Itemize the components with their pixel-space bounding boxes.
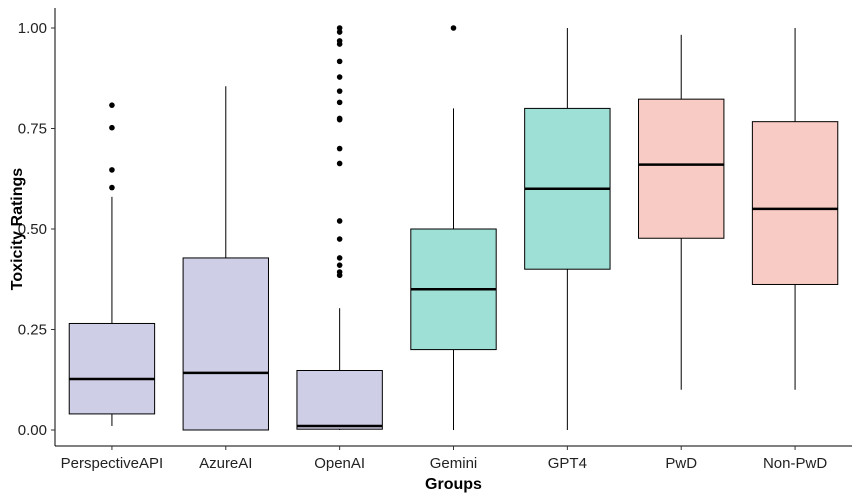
outlier-point (450, 25, 457, 31)
outlier-point (336, 115, 343, 122)
box-iqr (182, 257, 269, 431)
box-gpt4 (524, 28, 611, 430)
box-gemini (410, 25, 497, 430)
box-iqr (68, 322, 156, 415)
x-tick-label: PerspectiveAPI (61, 455, 164, 472)
outlier-point (336, 269, 343, 275)
x-tick-label: OpenAI (314, 455, 365, 472)
outlier-point (336, 38, 343, 44)
outlier-point (109, 124, 115, 131)
outlier-point (336, 262, 343, 268)
outlier-point (336, 88, 343, 94)
outlier-point (336, 255, 343, 261)
box-iqr (751, 121, 839, 285)
y-axis-ticks: 0.00 0.25 0.50 0.75 1.00 (18, 20, 55, 439)
outlier-point (336, 25, 343, 31)
y-axis-title: Toxicity Ratings (9, 168, 26, 290)
outlier-point (336, 160, 343, 167)
outlier-point (336, 145, 343, 152)
outlier-point (336, 58, 343, 65)
y-tick-label: 0.25 (18, 322, 47, 339)
x-axis-title: Groups (425, 476, 482, 493)
box-iqr (638, 98, 725, 239)
y-tick-label: 1.00 (18, 20, 47, 37)
x-tick-label: AzureAI (199, 455, 252, 472)
x-axis-ticks: PerspectiveAPI AzureAI OpenAI Gemini GPT4 PwD… (61, 446, 827, 472)
outlier-point (109, 102, 115, 108)
outlier-point (109, 167, 115, 173)
outlier-point (336, 29, 343, 35)
y-tick-label: 0.50 (18, 221, 47, 238)
x-tick-label: GPT4 (548, 455, 587, 472)
x-tick-label: Non-PwD (763, 455, 827, 472)
outlier-point (336, 236, 343, 242)
x-tick-label: PwD (665, 455, 697, 472)
y-tick-label: 0.00 (18, 422, 47, 439)
box-pwd (638, 34, 725, 390)
x-tick-label: Gemini (430, 455, 478, 472)
box-perspectiveapi (68, 102, 156, 426)
outlier-point (109, 184, 115, 191)
y-tick-label: 0.75 (18, 121, 47, 138)
outlier-point (336, 99, 343, 106)
box-openai (296, 25, 383, 430)
outlier-point (336, 74, 343, 80)
box-non-pwd (751, 28, 839, 390)
outlier-point (336, 218, 343, 224)
box-iqr (296, 370, 383, 430)
plot-area (68, 25, 839, 431)
box-azureai (182, 86, 269, 431)
